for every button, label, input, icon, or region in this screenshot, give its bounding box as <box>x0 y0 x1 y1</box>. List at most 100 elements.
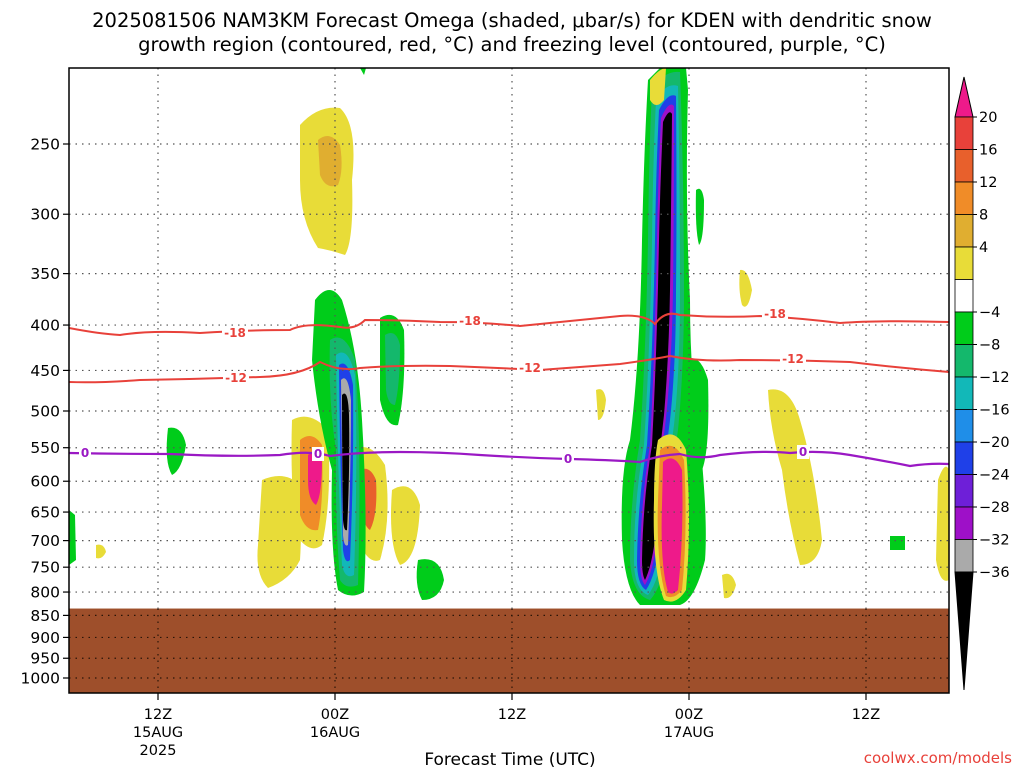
x-tick-label-1: 00Z <box>321 707 349 723</box>
y-tick-label-950: 950 <box>30 650 60 668</box>
omega-shade-moderate-upper <box>318 136 342 187</box>
contour-label-zero: 0 <box>799 445 807 459</box>
omega-shade-side-descent-upper <box>695 188 704 245</box>
colorbar-label-8: −16 <box>979 403 1010 419</box>
y-tick-label-700: 700 <box>30 532 60 550</box>
colorbar-bottom-arrow <box>954 571 974 691</box>
y-tick-label-900: 900 <box>30 629 60 647</box>
colorbar: 20 16 12 8 4 −4 −8 −12 −16 −20 −24 −28 −32 −36 <box>954 76 1010 691</box>
omega-shade-column-top <box>650 68 666 105</box>
omega-shade-descent-15aug <box>166 427 186 475</box>
colorbar-label-4: 4 <box>979 240 988 256</box>
x-tick-label-2: 12Z <box>498 707 526 723</box>
contour-label-minus-12: -12 <box>225 371 247 385</box>
x-tick-label-4: 12Z <box>852 707 880 723</box>
below-ground-mask <box>69 608 949 693</box>
below-ground-grid <box>69 608 949 693</box>
omega-shade-top-speck <box>360 68 366 75</box>
omega-shade-small-left <box>96 544 106 559</box>
omega-shade-peak-center <box>308 452 322 505</box>
colorbar-label-7: −12 <box>979 370 1010 386</box>
contour-label-bg <box>223 371 249 385</box>
colorbar-segment-0 <box>954 116 974 150</box>
colorbar-label-6: −8 <box>979 338 1000 354</box>
omega-shade-column-core <box>642 112 672 580</box>
colorbar-top-arrow <box>954 76 974 118</box>
y-tick-label-750: 750 <box>30 559 60 577</box>
colorbar-segment-11 <box>954 474 974 508</box>
contour-label-bg <box>517 361 543 375</box>
contour-minus-18 <box>69 312 949 337</box>
omega-shading-16aug <box>69 107 606 600</box>
contour-label-bg <box>79 446 91 460</box>
colorbar-label-11: −28 <box>979 500 1010 516</box>
chart-title-line-1: 2025081506 NAM3KM Forecast Omega (shaded… <box>92 9 932 32</box>
x-tick-date-3: 17AUG <box>664 725 714 741</box>
colorbar-label-9: −20 <box>979 435 1010 451</box>
colorbar-segment-3 <box>954 214 974 248</box>
plot-frame <box>68 67 950 694</box>
contour-label-zero: 0 <box>314 447 322 461</box>
contour-label-minus-18: -18 <box>224 326 246 340</box>
plot-area: -18 -18 -18 -12 -12 -12 0 0 0 0 <box>69 68 949 693</box>
y-tick-label-600: 600 <box>30 473 60 491</box>
omega-shade-weak-far-right <box>391 486 420 565</box>
contour-label-minus-12: -12 <box>519 361 541 375</box>
y-tick-label-550: 550 <box>30 439 60 457</box>
colorbar-segment-10 <box>954 441 974 475</box>
omega-shade-small-box <box>890 536 905 550</box>
contour-label-bg <box>312 447 324 461</box>
y-tick-label-400: 400 <box>30 317 60 335</box>
colorbar-segment-9 <box>954 409 974 443</box>
colorbar-segment-13 <box>954 539 974 573</box>
colorbar-segment-5 <box>954 279 974 313</box>
colorbar-segment-2 <box>954 181 974 215</box>
colorbar-label-13: −36 <box>979 565 1010 581</box>
x-tick-date-1: 16AUG <box>310 725 360 741</box>
omega-shade-descent-core <box>342 393 350 531</box>
contour-label-bg <box>780 352 806 366</box>
contour-label-bg <box>457 314 483 328</box>
omega-shade-small-upper-right <box>739 269 752 307</box>
colorbar-segment-1 <box>954 149 974 183</box>
x-axis: 12Z 15AUG 2025 00Z 16AUG 12Z 00Z 17AUG 12Z <box>133 693 880 759</box>
colorbar-label-2: 12 <box>979 175 997 191</box>
colorbar-label-3: 8 <box>979 208 988 224</box>
omega-shade-descent-aux-2 <box>385 332 400 405</box>
y-tick-label-650: 650 <box>30 504 60 522</box>
contour-label-bg <box>762 307 788 321</box>
y-tick-label-350: 350 <box>30 265 60 283</box>
omega-shade-weak-right <box>768 389 822 565</box>
omega-shade-edge-left <box>69 510 76 565</box>
omega-shading-17aug <box>360 68 949 605</box>
colorbar-label-0: 20 <box>979 110 997 126</box>
contour-label-minus-18: -18 <box>764 307 786 321</box>
contour-label-bg <box>797 445 809 459</box>
colorbar-segment-7 <box>954 344 974 378</box>
colorbar-label-10: −24 <box>979 468 1010 484</box>
x-tick-label-3: 00Z <box>675 707 703 723</box>
y-tick-label-300: 300 <box>30 206 60 224</box>
x-tick-label-0: 12Z <box>144 707 172 723</box>
colorbar-segment-6 <box>954 311 974 345</box>
contour-label-minus-18: -18 <box>459 314 481 328</box>
omega-shade-edge-right <box>936 466 949 581</box>
y-axis: 250 300 350 400 450 500 550 600 650 700 750 800 850 9… <box>21 136 69 688</box>
colorbar-label-1: 16 <box>979 143 997 159</box>
y-tick-label-1000: 1000 <box>21 670 60 688</box>
omega-shade-small-mid <box>596 389 606 420</box>
contour-label-bg <box>222 326 248 340</box>
omega-shade-weak-left <box>257 476 301 588</box>
y-tick-label-450: 450 <box>30 362 60 380</box>
colorbar-label-5: −4 <box>979 305 1000 321</box>
y-tick-label-850: 850 <box>30 607 60 625</box>
colorbar-segment-8 <box>954 376 974 410</box>
omega-shade-descent-low <box>416 559 444 600</box>
omega-shade-side-descent <box>686 358 709 470</box>
chart-title-line-2: growth region (contoured, red, °C) and f… <box>138 33 886 56</box>
contour-lines: -18 -18 -18 -12 -12 -12 0 0 0 0 <box>69 307 949 468</box>
contour-label-zero: 0 <box>564 452 572 466</box>
contour-label-bg <box>562 452 574 466</box>
colorbar-segment-4 <box>954 246 974 280</box>
